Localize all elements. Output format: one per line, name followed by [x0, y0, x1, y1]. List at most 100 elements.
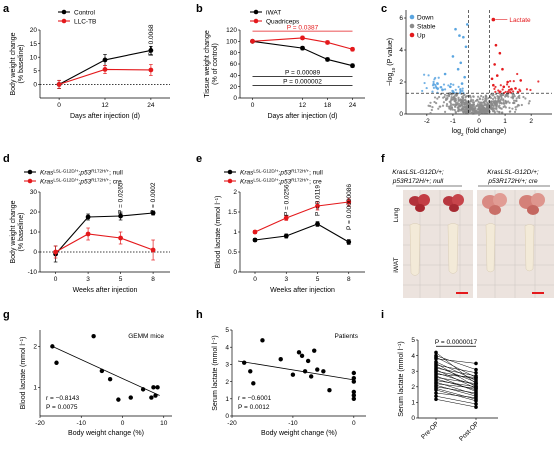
e-pvalue: P = 0.0119 [315, 185, 322, 216]
i-pre-point [434, 356, 438, 361]
panel-letter-b: b [196, 3, 203, 15]
i-pair-line [435, 383, 477, 389]
a-pvalue: P = 0.0068 [148, 24, 155, 56]
h-point [351, 379, 357, 384]
b-xtick-label: 18 [324, 102, 332, 109]
i-pair-line [435, 386, 477, 394]
h-ytick-label: 1 [225, 396, 229, 403]
i-ylabel: Serum lactate (mmol l−1) [397, 341, 406, 417]
g-ytick-label: 1 [33, 385, 37, 392]
c-point [459, 103, 463, 107]
i-pair-line [435, 380, 477, 388]
a-legend-marker [61, 18, 67, 24]
d-pvalue: P = 0.0265 [118, 182, 125, 214]
g-point [149, 395, 154, 400]
c-point [457, 102, 461, 105]
c-point [486, 104, 489, 107]
c-point-up [506, 80, 509, 84]
g-xtick-label: 10 [160, 420, 168, 427]
i-pre-point [434, 388, 438, 392]
scale-bar-left [456, 292, 468, 294]
i-pair-line [435, 370, 477, 380]
c-point [470, 111, 474, 114]
c-point [489, 96, 493, 100]
h-point [305, 358, 311, 364]
g-stat: P = 0.0075 [46, 404, 78, 411]
a-xtick-label: 24 [147, 102, 155, 109]
c-point [486, 107, 489, 110]
d-point [118, 235, 123, 241]
b-series-line [252, 40, 353, 67]
i-pair-line [435, 358, 477, 364]
e-ytick-label: 2 [233, 189, 237, 196]
b-ytick-label: 40 [230, 73, 238, 80]
h-point [312, 348, 317, 353]
g-ytick-label: 2 [33, 344, 37, 351]
c-point [515, 97, 518, 100]
c-point [516, 72, 519, 76]
c-point [491, 97, 495, 101]
c-point [475, 111, 478, 114]
c-point [487, 97, 490, 100]
h-xtick-label: 0 [352, 420, 356, 427]
c-point-down [462, 35, 465, 39]
c-point [478, 98, 482, 101]
c-point [432, 82, 435, 85]
b-point [250, 38, 255, 44]
c-point [447, 84, 450, 87]
c-point [473, 109, 476, 112]
i-post-point [474, 386, 478, 391]
i-pair-line [435, 399, 477, 408]
e-ylabel: Blood lactate (mmol l−1) [214, 196, 223, 269]
e-point [315, 221, 320, 227]
c-point [512, 80, 515, 83]
c-point [506, 90, 510, 93]
c-point [478, 110, 481, 113]
c-point [440, 86, 443, 89]
a-ytick-label: 5 [33, 68, 37, 75]
d-ytick-label: 20 [30, 209, 38, 216]
h-point [241, 360, 247, 365]
b-xlabel: Days after injection (d) [267, 113, 337, 120]
b-series-line [252, 37, 353, 50]
e-legend-label: KrasLSL-G12D/+;p53R172H/+; null [240, 168, 323, 177]
d-point [150, 247, 156, 253]
h-ytick-label: 2 [225, 379, 229, 386]
c-point [446, 94, 449, 97]
c-ytick-label: 6 [399, 15, 403, 22]
i-ytick-label: 1 [411, 400, 415, 407]
c-point [461, 89, 464, 92]
a-ytick-label: 10 [30, 54, 38, 61]
c-point [520, 103, 523, 107]
panel-letter-i: i [381, 309, 384, 321]
c-point [445, 103, 449, 106]
i-pair-line [435, 395, 477, 405]
h-point [296, 350, 302, 355]
i-pair-line [435, 374, 477, 378]
c-point [431, 90, 434, 93]
d-ytick-label: 0 [33, 249, 37, 256]
photo-group-right-line2: p53R172H/+; cre [487, 178, 538, 185]
c-point [476, 111, 480, 114]
e-point [283, 215, 289, 221]
h-point [351, 396, 357, 401]
c-point-down [460, 82, 464, 85]
c-point [451, 91, 454, 94]
c-point [441, 89, 444, 92]
d-legend-marker [27, 178, 33, 184]
d-series-line [55, 233, 154, 253]
c-point [429, 111, 432, 115]
a-xlabel: Days after injection (d) [70, 113, 140, 120]
c-point [504, 90, 507, 94]
c-point [502, 91, 506, 95]
c-point-up [519, 79, 523, 82]
d-legend-marker [27, 169, 33, 175]
photo-group-left-line2: p53R172H/+; null [392, 178, 444, 185]
c-point [512, 90, 515, 93]
c-xtick-label: 2 [529, 118, 533, 125]
g-inset-label: GEMM mice [128, 333, 164, 340]
c-legend-marker [409, 23, 415, 29]
c-point-up [492, 83, 495, 87]
c-point [507, 85, 511, 88]
c-point-down [456, 67, 460, 71]
